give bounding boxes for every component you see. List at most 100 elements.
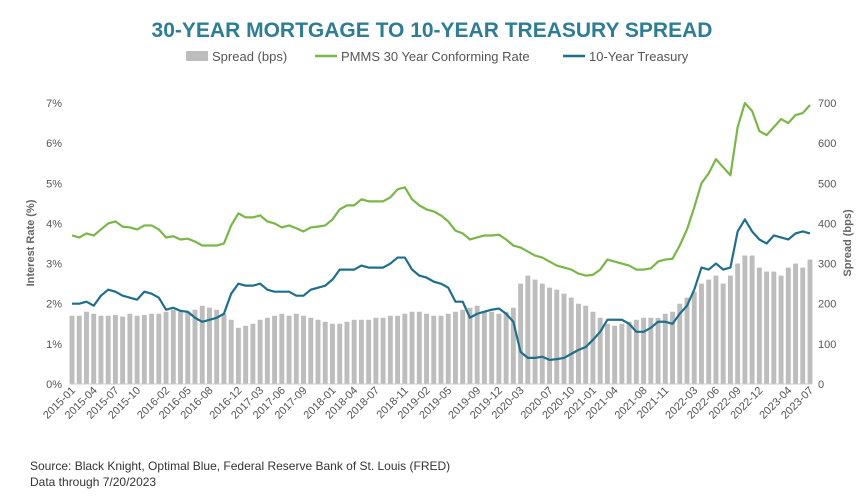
spread-bar [785, 267, 791, 384]
spread-bar [525, 275, 531, 384]
source-note: Source: Black Knight, Optimal Blue, Fede… [30, 459, 451, 473]
spread-bar [395, 315, 401, 384]
spread-bar [141, 314, 147, 384]
spread-bar [250, 323, 256, 384]
spread-bar [351, 319, 357, 384]
spread-bar [272, 315, 278, 384]
y-axis-left: 0% 1% 2% 3% 4% 5% 6% 7% [46, 98, 62, 391]
spread-bar [713, 275, 719, 384]
spread-bar [597, 317, 603, 384]
spread-bar [98, 315, 104, 384]
legend-swatch-spread [186, 51, 208, 61]
y-left-tick-label: 1% [46, 339, 62, 351]
spread-bar [742, 255, 748, 384]
spread-bar [387, 315, 393, 384]
y-left-tick-label: 2% [46, 299, 62, 311]
spread-bar [293, 313, 299, 384]
y-right-tick-label: 300 [818, 259, 836, 271]
y-left-tick-label: 6% [46, 138, 62, 150]
spread-bar [583, 305, 589, 384]
spread-bar [91, 313, 97, 384]
y-left-tick-label: 3% [46, 259, 62, 271]
spread-bar [641, 317, 647, 384]
spread-bar [84, 311, 89, 384]
spread-bar [619, 323, 625, 384]
spread-bar [518, 283, 524, 384]
spread-bar [677, 303, 683, 384]
y-axis-right: 0 100 200 300 400 500 600 700 [818, 98, 836, 391]
spread-bar [453, 311, 458, 384]
spread-bar [547, 287, 552, 384]
spread-bar [170, 309, 176, 384]
spread-bar [279, 313, 285, 384]
y-right-tick-label: 0 [818, 379, 824, 391]
spread-bar [438, 315, 444, 384]
spread-bar [720, 283, 726, 384]
pmms-rate-line [71, 101, 811, 277]
spread-bar [358, 319, 364, 384]
rate-lines [71, 101, 811, 362]
spread-bar [344, 321, 350, 384]
spread-bar [691, 291, 697, 384]
spread-bar [554, 289, 560, 384]
spread-bar [134, 315, 140, 384]
spread-bar [199, 305, 205, 384]
spread-bar [207, 307, 212, 384]
spread-bar [264, 317, 270, 384]
spread-bar [76, 315, 82, 384]
spread-bar [149, 313, 155, 384]
spread-bar [706, 279, 712, 384]
y-left-tick-label: 5% [46, 178, 62, 190]
data-through-note: Data through 7/20/2023 [30, 475, 157, 489]
spread-bar [670, 311, 675, 384]
spread-bar [69, 315, 75, 384]
spread-bar [330, 323, 335, 384]
spread-bar [315, 319, 321, 384]
spread-bar [474, 305, 480, 384]
spread-bar [221, 313, 227, 384]
spread-bar [727, 275, 733, 384]
y-left-tick-label: 7% [46, 98, 62, 110]
spread-bar [800, 267, 806, 384]
spread-bar [807, 259, 813, 384]
spread-bar [648, 317, 654, 384]
spread-bar [481, 311, 487, 384]
spread-bar [684, 297, 690, 384]
spread-bar [105, 315, 111, 384]
y-right-tick-label: 600 [818, 138, 836, 150]
spread-bar [373, 317, 379, 384]
spread-bar [496, 313, 502, 384]
spread-bar [756, 267, 762, 384]
spread-bar [561, 293, 567, 384]
spread-bar [380, 317, 386, 384]
spread-bar [178, 311, 183, 384]
y-right-tick-label: 400 [818, 218, 836, 230]
y-axis-left-label: Interest Rate (%) [25, 199, 37, 286]
spread-bar [402, 313, 408, 384]
spread-bar [228, 319, 234, 384]
spread-bar [604, 323, 610, 384]
spread-bar [214, 309, 220, 384]
y-right-tick-label: 500 [818, 178, 836, 190]
y-right-tick-label: 100 [818, 339, 836, 351]
spread-bar [416, 311, 422, 384]
spread-bar [467, 307, 473, 384]
spread-bar [590, 311, 596, 384]
spread-bar [568, 297, 574, 384]
spread-bar [257, 319, 263, 384]
spread-bar [366, 319, 372, 384]
spread-bar [793, 263, 798, 384]
spread-bar [764, 271, 770, 384]
spread-bar [322, 321, 328, 384]
y-right-tick-label: 200 [818, 299, 836, 311]
legend-label-pmms: PMMS 30 Year Conforming Rate [341, 49, 530, 64]
spread-bar [735, 263, 741, 384]
y-left-tick-label: 4% [46, 218, 62, 230]
spread-bars [69, 255, 813, 384]
spread-bar [308, 317, 314, 384]
spread-bar [337, 323, 343, 384]
spread-bar [286, 315, 292, 384]
legend-label-spread: Spread (bps) [212, 49, 287, 64]
spread-bar [120, 316, 126, 384]
